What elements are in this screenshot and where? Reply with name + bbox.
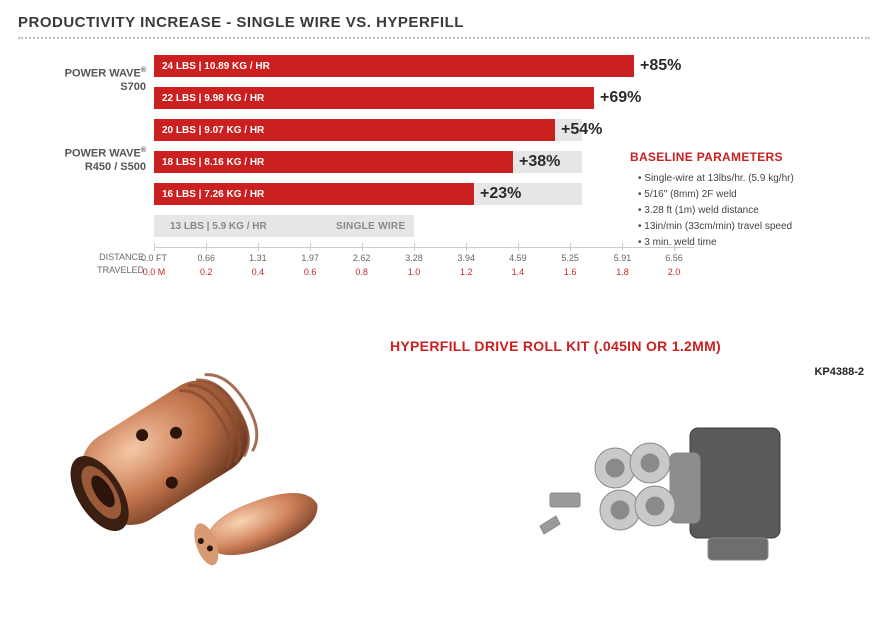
baseline-item: 5/16" (8mm) 2F weld <box>638 187 850 203</box>
axis-caption: DISTANCETRAVELED <box>74 251 144 276</box>
bar-pct: +85% <box>640 57 681 75</box>
nozzle-image <box>28 340 358 610</box>
axis-label-m: 0.8 <box>355 267 368 277</box>
bar-pct: +23% <box>480 185 521 203</box>
axis-tick <box>154 243 155 251</box>
baseline-parameters: BASELINE PARAMETERS Single-wire at 13lbs… <box>630 148 850 251</box>
axis-tick <box>466 243 467 251</box>
axis-label-ft: 3.94 <box>458 253 476 263</box>
bottom-section: HYPERFILL DRIVE ROLL KIT (.045IN OR 1.2M… <box>0 330 888 624</box>
axis-label-m: 1.6 <box>564 267 577 277</box>
y-group-label: POWER WAVE®R450 / S500 <box>65 147 146 174</box>
axis-label-m: 0.2 <box>200 267 213 277</box>
axis-label-m: 0.0 M <box>143 267 166 277</box>
bar-pct: +38% <box>519 153 560 171</box>
bar-fg: 20 LBS | 9.07 KG / HR <box>154 119 555 141</box>
bar-fg: 24 LBS | 10.89 KG / HR <box>154 55 634 77</box>
y-axis-labels: POWER WAVE®S700 POWER WAVE®R450 / S500 <box>18 53 154 245</box>
bar-fg: 22 LBS | 9.98 KG / HR <box>154 87 594 109</box>
drive-roll-image <box>520 398 820 598</box>
axis-label-m: 1.4 <box>512 267 525 277</box>
axis-tick <box>622 243 623 251</box>
axis-label-ft: 1.31 <box>249 253 267 263</box>
bar-row: 16 LBS | 7.26 KG / HR +23% <box>154 181 694 207</box>
axis-tick <box>258 243 259 251</box>
part-number: KP4388-2 <box>814 366 864 378</box>
bar-row: 22 LBS | 9.98 KG / HR +69% <box>154 85 694 111</box>
axis-label-ft: 2.62 <box>353 253 371 263</box>
axis-label-ft: 4.59 <box>509 253 527 263</box>
axis-label-m: 0.6 <box>304 267 317 277</box>
baseline-bar-tag: SINGLE WIRE <box>336 221 405 232</box>
baseline-item: 3 min. weld time <box>638 235 850 251</box>
axis-label-ft: 5.25 <box>561 253 579 263</box>
baseline-list: Single-wire at 13lbs/hr. (5.9 kg/hr)5/16… <box>630 171 850 251</box>
bars-area: 24 LBS | 10.89 KG / HR +85% 22 LBS | 9.98 … <box>154 53 694 245</box>
axis-label-ft: 3.28 <box>405 253 423 263</box>
bar-row: 18 LBS | 8.16 KG / HR +38% <box>154 149 694 175</box>
baseline-bar-row: 13 LBS | 5.9 KG / HR SINGLE WIRE <box>154 213 694 239</box>
bar-pct: +69% <box>600 89 641 107</box>
baseline-item: 3.28 ft (1m) weld distance <box>638 203 850 219</box>
axis-tick <box>570 243 571 251</box>
axis-label-ft: 0.0 FT <box>141 253 167 263</box>
baseline-item: 13in/min (33cm/min) travel speed <box>638 219 850 235</box>
axis-line <box>154 247 694 248</box>
baseline-bar-label: 13 LBS | 5.9 KG / HR <box>162 221 267 232</box>
baseline-item: Single-wire at 13lbs/hr. (5.9 kg/hr) <box>638 171 850 187</box>
axis-label-m: 1.8 <box>616 267 629 277</box>
bar-pct: +54% <box>561 121 602 139</box>
axis-label-ft: 5.91 <box>614 253 632 263</box>
axis-label-ft: 6.56 <box>665 253 683 263</box>
bar-fg: 18 LBS | 8.16 KG / HR <box>154 151 513 173</box>
axis-tick <box>362 243 363 251</box>
axis-label-m: 2.0 <box>668 267 681 277</box>
axis-label-m: 1.2 <box>460 267 473 277</box>
bar-row: 24 LBS | 10.89 KG / HR +85% <box>154 53 694 79</box>
chart-title: PRODUCTIVITY INCREASE - SINGLE WIRE VS. … <box>18 14 870 31</box>
axis-label-m: 0.4 <box>252 267 265 277</box>
axis-tick <box>206 243 207 251</box>
axis-tick <box>310 243 311 251</box>
divider <box>18 37 870 39</box>
product-title: HYPERFILL DRIVE ROLL KIT (.045IN OR 1.2M… <box>390 338 721 354</box>
baseline-title: BASELINE PARAMETERS <box>630 148 850 167</box>
axis-label-ft: 1.97 <box>301 253 319 263</box>
bar-row: 20 LBS | 9.07 KG / HR +54% <box>154 117 694 143</box>
axis-tick <box>518 243 519 251</box>
axis-tick <box>414 243 415 251</box>
axis-label-ft: 0.66 <box>198 253 216 263</box>
bar-fg: 16 LBS | 7.26 KG / HR <box>154 183 474 205</box>
y-group-label: POWER WAVE®S700 <box>65 67 146 94</box>
axis-label-m: 1.0 <box>408 267 421 277</box>
